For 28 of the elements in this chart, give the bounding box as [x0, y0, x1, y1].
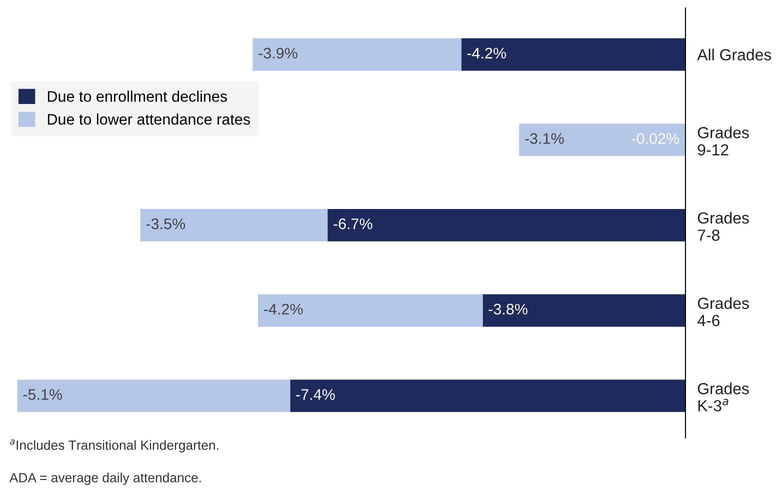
text: $^{a}$Includes Transitional Kindergarten.	[10, 440, 218, 452]
bar	[482, 294, 686, 327]
bar	[461, 38, 686, 71]
data-label: -7.4%	[296, 389, 335, 400]
legend-label: Due to lower attendance rates	[48, 114, 250, 125]
bar	[17, 380, 290, 412]
data-label: -4.2%	[264, 304, 303, 315]
y-tick-label: Grades 9-12	[698, 126, 749, 156]
data-label: -3.9%	[258, 48, 298, 59]
y-tick-label: Grades K-3$^{a}$	[698, 382, 749, 412]
bar	[519, 124, 685, 156]
legend-label: Due to enrollment declines	[48, 90, 228, 102]
bar	[290, 380, 686, 412]
data-label: -3.8%	[488, 304, 528, 315]
data-label: -3.5%	[146, 218, 186, 230]
data-label: -6.7%	[334, 218, 372, 230]
data-label: -0.02%	[632, 133, 680, 144]
y-tick-label: Grades 4-6	[697, 297, 749, 326]
data-label: -3.1%	[525, 133, 564, 144]
bar	[328, 208, 686, 242]
data-label: -4.2%	[467, 48, 506, 59]
bar	[252, 38, 462, 71]
data-label: -5.1%	[23, 389, 62, 400]
text: ADA = average daily attendance.	[9, 472, 201, 485]
bar	[140, 208, 328, 242]
y-tick-label: Grades 7-8	[698, 212, 749, 241]
bar	[258, 294, 483, 327]
y-tick-label: All Grades	[697, 48, 772, 60]
